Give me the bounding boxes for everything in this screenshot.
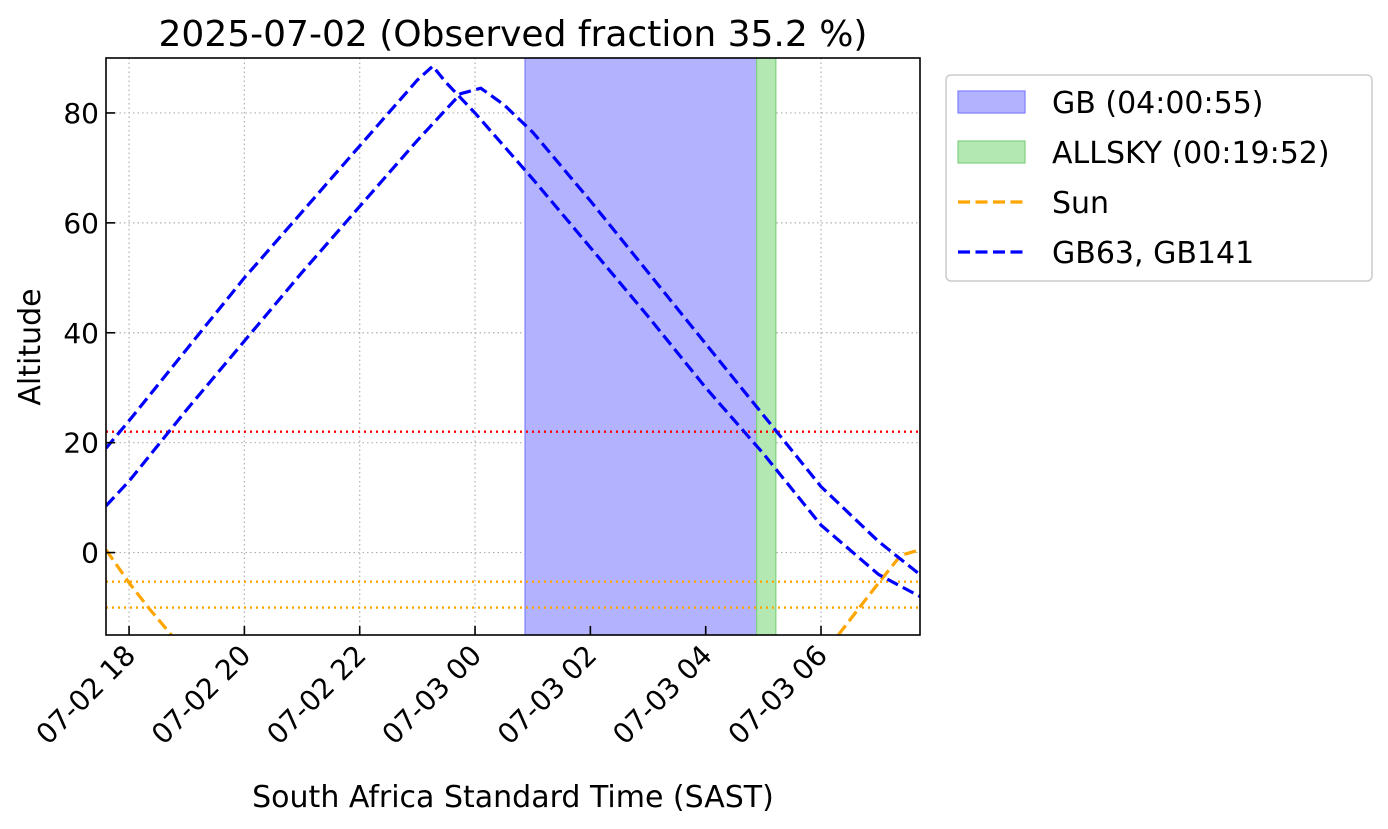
x-tick-label: 07-02 18 [30,639,142,751]
gb-target-curve [106,86,920,576]
y-tick-label: 40 [63,317,99,350]
legend-swatch [957,90,1026,114]
x-tick-label: 07-03 00 [376,639,488,751]
sun-curve [837,548,920,635]
legend-swatch [957,140,1026,164]
legend-label: GB63, GB141 [1052,236,1254,271]
sun-curve [106,548,173,635]
legend-label: ALLSKY (00:19:52) [1052,136,1330,171]
gb-target-curve [106,63,920,598]
legend-label: GB (04:00:55) [1052,86,1264,121]
allsky-span [756,58,777,635]
x-tick-label: 07-03 04 [606,639,718,751]
legend-label: Sun [1052,186,1109,221]
plot-frame [105,57,921,636]
y-axis-label: Altitude [13,288,48,405]
x-axis-label: South Africa Standard Time (SAST) [252,780,774,815]
x-tick-label: 07-03 06 [722,639,834,751]
x-axis-ticks: 07-02 18 07-02 20 07-02 22 07-03 00 07-03 02… [30,626,834,751]
y-axis-ticks: 0 20 40 60 80 [63,97,115,570]
y-tick-label: 20 [63,427,99,460]
observation-spans [524,58,777,635]
y-tick-label: 60 [63,207,99,240]
chart-title: 2025-07-02 (Observed fraction 35.2 %) [159,14,868,55]
legend-frame [945,74,1373,282]
y-tick-label: 0 [81,537,99,570]
gb-span [524,58,758,635]
x-tick-label: 07-03 02 [491,639,603,751]
x-tick-label: 07-02 22 [260,639,372,751]
threshold-lines [106,430,920,609]
x-tick-label: 07-02 20 [145,639,257,751]
legend: GB (04:00:55) ALLSKY (00:19:52) Sun GB63, G… [945,74,1373,282]
grid-lines [106,58,920,635]
altitude-curves [106,63,920,635]
y-tick-label: 80 [63,97,99,130]
